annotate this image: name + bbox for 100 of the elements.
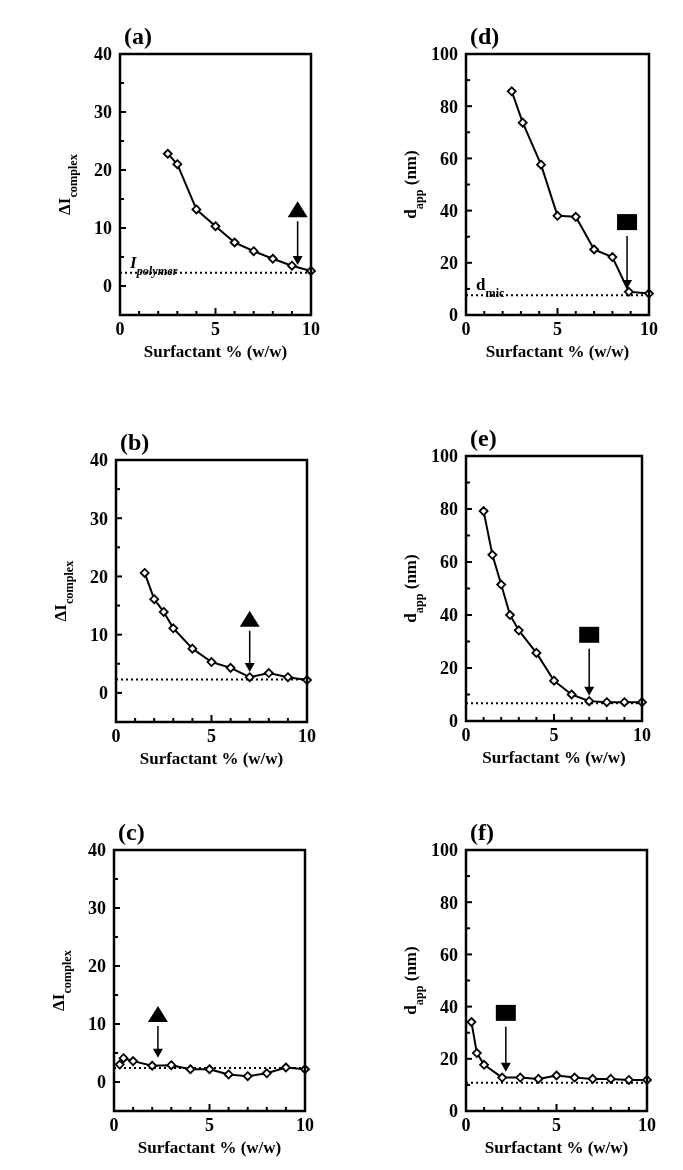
point bbox=[114, 1059, 125, 1070]
chart-title: (d) bbox=[470, 23, 500, 49]
x-tick-label: 10 bbox=[296, 1115, 314, 1135]
y-tick-label: 0 bbox=[449, 1101, 458, 1122]
y-tick-label: 0 bbox=[103, 276, 112, 297]
point bbox=[206, 657, 217, 667]
y-tick-label: 60 bbox=[440, 148, 458, 169]
point bbox=[531, 648, 542, 658]
x-axis-title: Surfactant % (w/w) bbox=[485, 342, 630, 361]
point bbox=[584, 696, 595, 707]
point bbox=[229, 237, 240, 248]
point bbox=[172, 159, 183, 170]
point bbox=[569, 1072, 580, 1083]
y-tick-label: 30 bbox=[88, 898, 106, 919]
point bbox=[551, 1070, 562, 1081]
point bbox=[242, 1071, 253, 1082]
y-tick-label: 10 bbox=[90, 624, 108, 645]
y-tick-label: 80 bbox=[440, 499, 458, 520]
y-tick-label: 0 bbox=[449, 711, 458, 732]
point bbox=[128, 1056, 138, 1067]
y-tick-label: 40 bbox=[440, 200, 458, 221]
point bbox=[506, 86, 517, 97]
point bbox=[549, 675, 559, 686]
y-tick-label: 40 bbox=[94, 44, 112, 65]
point bbox=[623, 286, 634, 297]
y-tick-label: 100 bbox=[431, 446, 458, 467]
x-tick-label: 10 bbox=[633, 725, 651, 745]
point bbox=[513, 625, 524, 636]
point bbox=[624, 1075, 634, 1085]
y-tick-label: 20 bbox=[94, 160, 112, 181]
y-tick-label: 40 bbox=[88, 840, 106, 861]
point bbox=[536, 159, 546, 170]
chart-title: (b) bbox=[120, 429, 150, 455]
chart-title: (a) bbox=[124, 23, 152, 49]
x-axis-title: Surfactant % (w/w) bbox=[482, 748, 626, 767]
point bbox=[261, 1068, 272, 1079]
point bbox=[225, 662, 236, 673]
point bbox=[496, 579, 507, 590]
point bbox=[185, 1064, 196, 1075]
point bbox=[283, 672, 293, 683]
point bbox=[570, 211, 581, 222]
point bbox=[166, 1060, 177, 1071]
point bbox=[566, 689, 577, 700]
x-axis-title: Surfactant % (w/w) bbox=[137, 1138, 282, 1157]
y-tick-label: 10 bbox=[94, 218, 112, 239]
y-tick-label: 20 bbox=[88, 956, 106, 977]
y-tick-label: 60 bbox=[440, 944, 458, 965]
point bbox=[210, 221, 221, 232]
y-tick-label: 0 bbox=[449, 305, 458, 326]
point bbox=[471, 1048, 482, 1058]
x-tick-label: 5 bbox=[211, 319, 220, 339]
y-tick-label: 100 bbox=[431, 44, 458, 65]
y-tick-label: 20 bbox=[440, 658, 458, 679]
x-tick-label: 5 bbox=[549, 725, 559, 745]
point bbox=[149, 594, 160, 605]
y-tick-label: 20 bbox=[90, 566, 108, 587]
point bbox=[505, 610, 515, 620]
point bbox=[248, 246, 259, 257]
point bbox=[552, 210, 563, 221]
x-tick-label: 5 bbox=[205, 1115, 214, 1135]
point bbox=[187, 643, 198, 654]
x-tick-label: 10 bbox=[640, 319, 658, 339]
point bbox=[287, 260, 297, 271]
y-tick-label: 0 bbox=[99, 683, 108, 704]
point bbox=[605, 1074, 616, 1084]
point bbox=[466, 1017, 477, 1027]
x-axis-title: Surfactant % (w/w) bbox=[484, 1138, 629, 1157]
x-axis-title: Surfactant % (w/w) bbox=[143, 342, 288, 361]
y-tick-label: 30 bbox=[90, 508, 108, 529]
y-tick-label: 0 bbox=[97, 1072, 106, 1093]
point bbox=[479, 1059, 489, 1070]
point bbox=[533, 1074, 544, 1084]
point bbox=[118, 1053, 129, 1064]
point bbox=[263, 668, 274, 678]
y-tick-label: 80 bbox=[440, 892, 458, 913]
y-tick-label: 30 bbox=[94, 102, 112, 123]
x-tick-label: 0 bbox=[115, 319, 125, 339]
chart-title: (e) bbox=[470, 425, 497, 451]
point bbox=[168, 623, 179, 634]
point bbox=[191, 204, 202, 215]
point bbox=[267, 253, 278, 264]
y-tick-label: 40 bbox=[440, 605, 458, 626]
y-tick-label: 100 bbox=[431, 840, 458, 861]
x-tick-label: 5 bbox=[552, 1115, 561, 1135]
point bbox=[619, 697, 630, 708]
point bbox=[607, 252, 618, 262]
x-tick-label: 5 bbox=[207, 726, 216, 746]
x-tick-label: 5 bbox=[553, 319, 562, 339]
x-tick-label: 10 bbox=[638, 1115, 656, 1135]
point bbox=[589, 244, 599, 255]
point bbox=[478, 506, 489, 517]
chart-title: (f) bbox=[470, 819, 494, 845]
point bbox=[139, 568, 150, 578]
point bbox=[587, 1074, 598, 1084]
point bbox=[281, 1062, 291, 1073]
y-tick-label: 20 bbox=[440, 1049, 458, 1070]
point bbox=[162, 148, 173, 159]
x-axis-title: Surfactant % (w/w) bbox=[139, 749, 284, 768]
x-tick-label: 10 bbox=[298, 726, 316, 746]
y-tick-label: 20 bbox=[440, 253, 458, 274]
